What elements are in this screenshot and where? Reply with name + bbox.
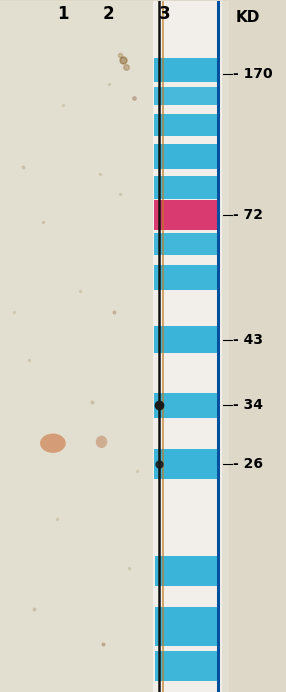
Ellipse shape bbox=[40, 434, 66, 453]
Bar bbox=[155, 607, 220, 646]
Bar bbox=[154, 393, 220, 418]
Text: 2: 2 bbox=[103, 5, 114, 23]
Bar bbox=[155, 556, 220, 586]
Bar bbox=[155, 650, 220, 681]
Bar bbox=[154, 448, 220, 479]
Text: - 72: - 72 bbox=[233, 208, 263, 222]
Text: - 170: - 170 bbox=[233, 66, 273, 80]
Bar bbox=[154, 144, 220, 169]
Text: - 34: - 34 bbox=[233, 398, 263, 412]
Text: - 26: - 26 bbox=[233, 457, 263, 471]
Bar bbox=[154, 176, 220, 199]
Text: - 43: - 43 bbox=[233, 333, 263, 347]
Bar bbox=[154, 265, 220, 290]
Bar bbox=[154, 200, 220, 230]
Text: 1: 1 bbox=[57, 5, 69, 23]
Bar bbox=[154, 233, 220, 255]
Bar bbox=[0, 1, 229, 692]
Bar bbox=[153, 1, 222, 692]
Bar bbox=[154, 326, 220, 354]
Text: KD: KD bbox=[236, 10, 260, 25]
Text: 3: 3 bbox=[159, 5, 170, 23]
Bar bbox=[154, 87, 220, 105]
Bar bbox=[154, 114, 220, 136]
Bar bbox=[154, 57, 220, 82]
Ellipse shape bbox=[96, 436, 107, 448]
